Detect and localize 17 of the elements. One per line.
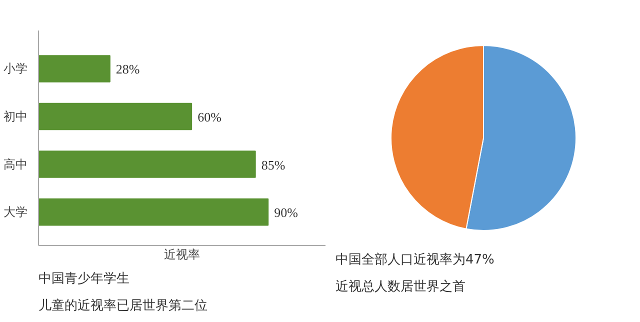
y-tick-label: 初中: [4, 110, 28, 124]
data-label: 85%: [261, 157, 286, 172]
text: 中国青少年学生: [38, 272, 130, 286]
x-axis-title: 近视率: [164, 248, 200, 262]
bar: [38, 198, 269, 226]
y-tick-label: 高中: [4, 157, 28, 172]
bar: [38, 150, 256, 178]
y-tick-label: 小学: [4, 62, 28, 76]
text: 近视总人数居世界之首: [336, 280, 466, 294]
data-label: 28%: [116, 62, 140, 77]
y-tick-label: 大学: [4, 205, 28, 220]
data-label: 90%: [274, 205, 298, 220]
bar: [38, 102, 192, 130]
text: 中国全部人口近视率为47%: [336, 252, 494, 268]
data-label: 60%: [198, 110, 222, 124]
bar: [38, 55, 110, 82]
text: 儿童的近视率已居世界第二位: [38, 298, 208, 314]
